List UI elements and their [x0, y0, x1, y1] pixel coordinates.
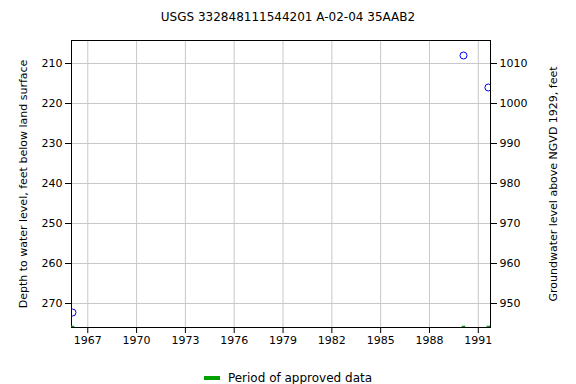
svg-text:950: 950 [500, 297, 521, 310]
svg-text:250: 250 [42, 217, 63, 230]
svg-text:210: 210 [42, 57, 63, 70]
svg-text:1982: 1982 [318, 334, 346, 347]
svg-text:1973: 1973 [171, 334, 199, 347]
svg-text:980: 980 [500, 177, 521, 190]
svg-text:260: 260 [42, 257, 63, 270]
svg-text:220: 220 [42, 97, 63, 110]
svg-text:270: 270 [42, 297, 63, 310]
svg-text:1000: 1000 [500, 97, 528, 110]
svg-text:1010: 1010 [500, 57, 528, 70]
svg-text:Groundwater level above NGVD 1: Groundwater level above NGVD 1929, feet [547, 66, 560, 302]
svg-text:1991: 1991 [464, 334, 492, 347]
svg-text:1976: 1976 [220, 334, 248, 347]
svg-text:230: 230 [42, 137, 63, 150]
html-text:Period of approved data: Period of approved data [227, 371, 373, 384]
svg-text:1988: 1988 [415, 334, 443, 347]
html-text:USGS 332848111544201 A-02-04 3: USGS 332848111544201 A-02-04 35AAB2 [160, 10, 416, 24]
svg-text:1967: 1967 [74, 334, 102, 347]
svg-text:240: 240 [42, 177, 63, 190]
svg-text:970: 970 [500, 217, 521, 230]
svg-text:Depth to water level, feet bel: Depth to water level, feet below land su… [17, 59, 30, 308]
svg-text:1985: 1985 [367, 334, 395, 347]
svg-text:990: 990 [500, 137, 521, 150]
svg-text:1970: 1970 [123, 334, 151, 347]
svg-text:960: 960 [500, 257, 521, 270]
svg-text:1979: 1979 [269, 334, 297, 347]
